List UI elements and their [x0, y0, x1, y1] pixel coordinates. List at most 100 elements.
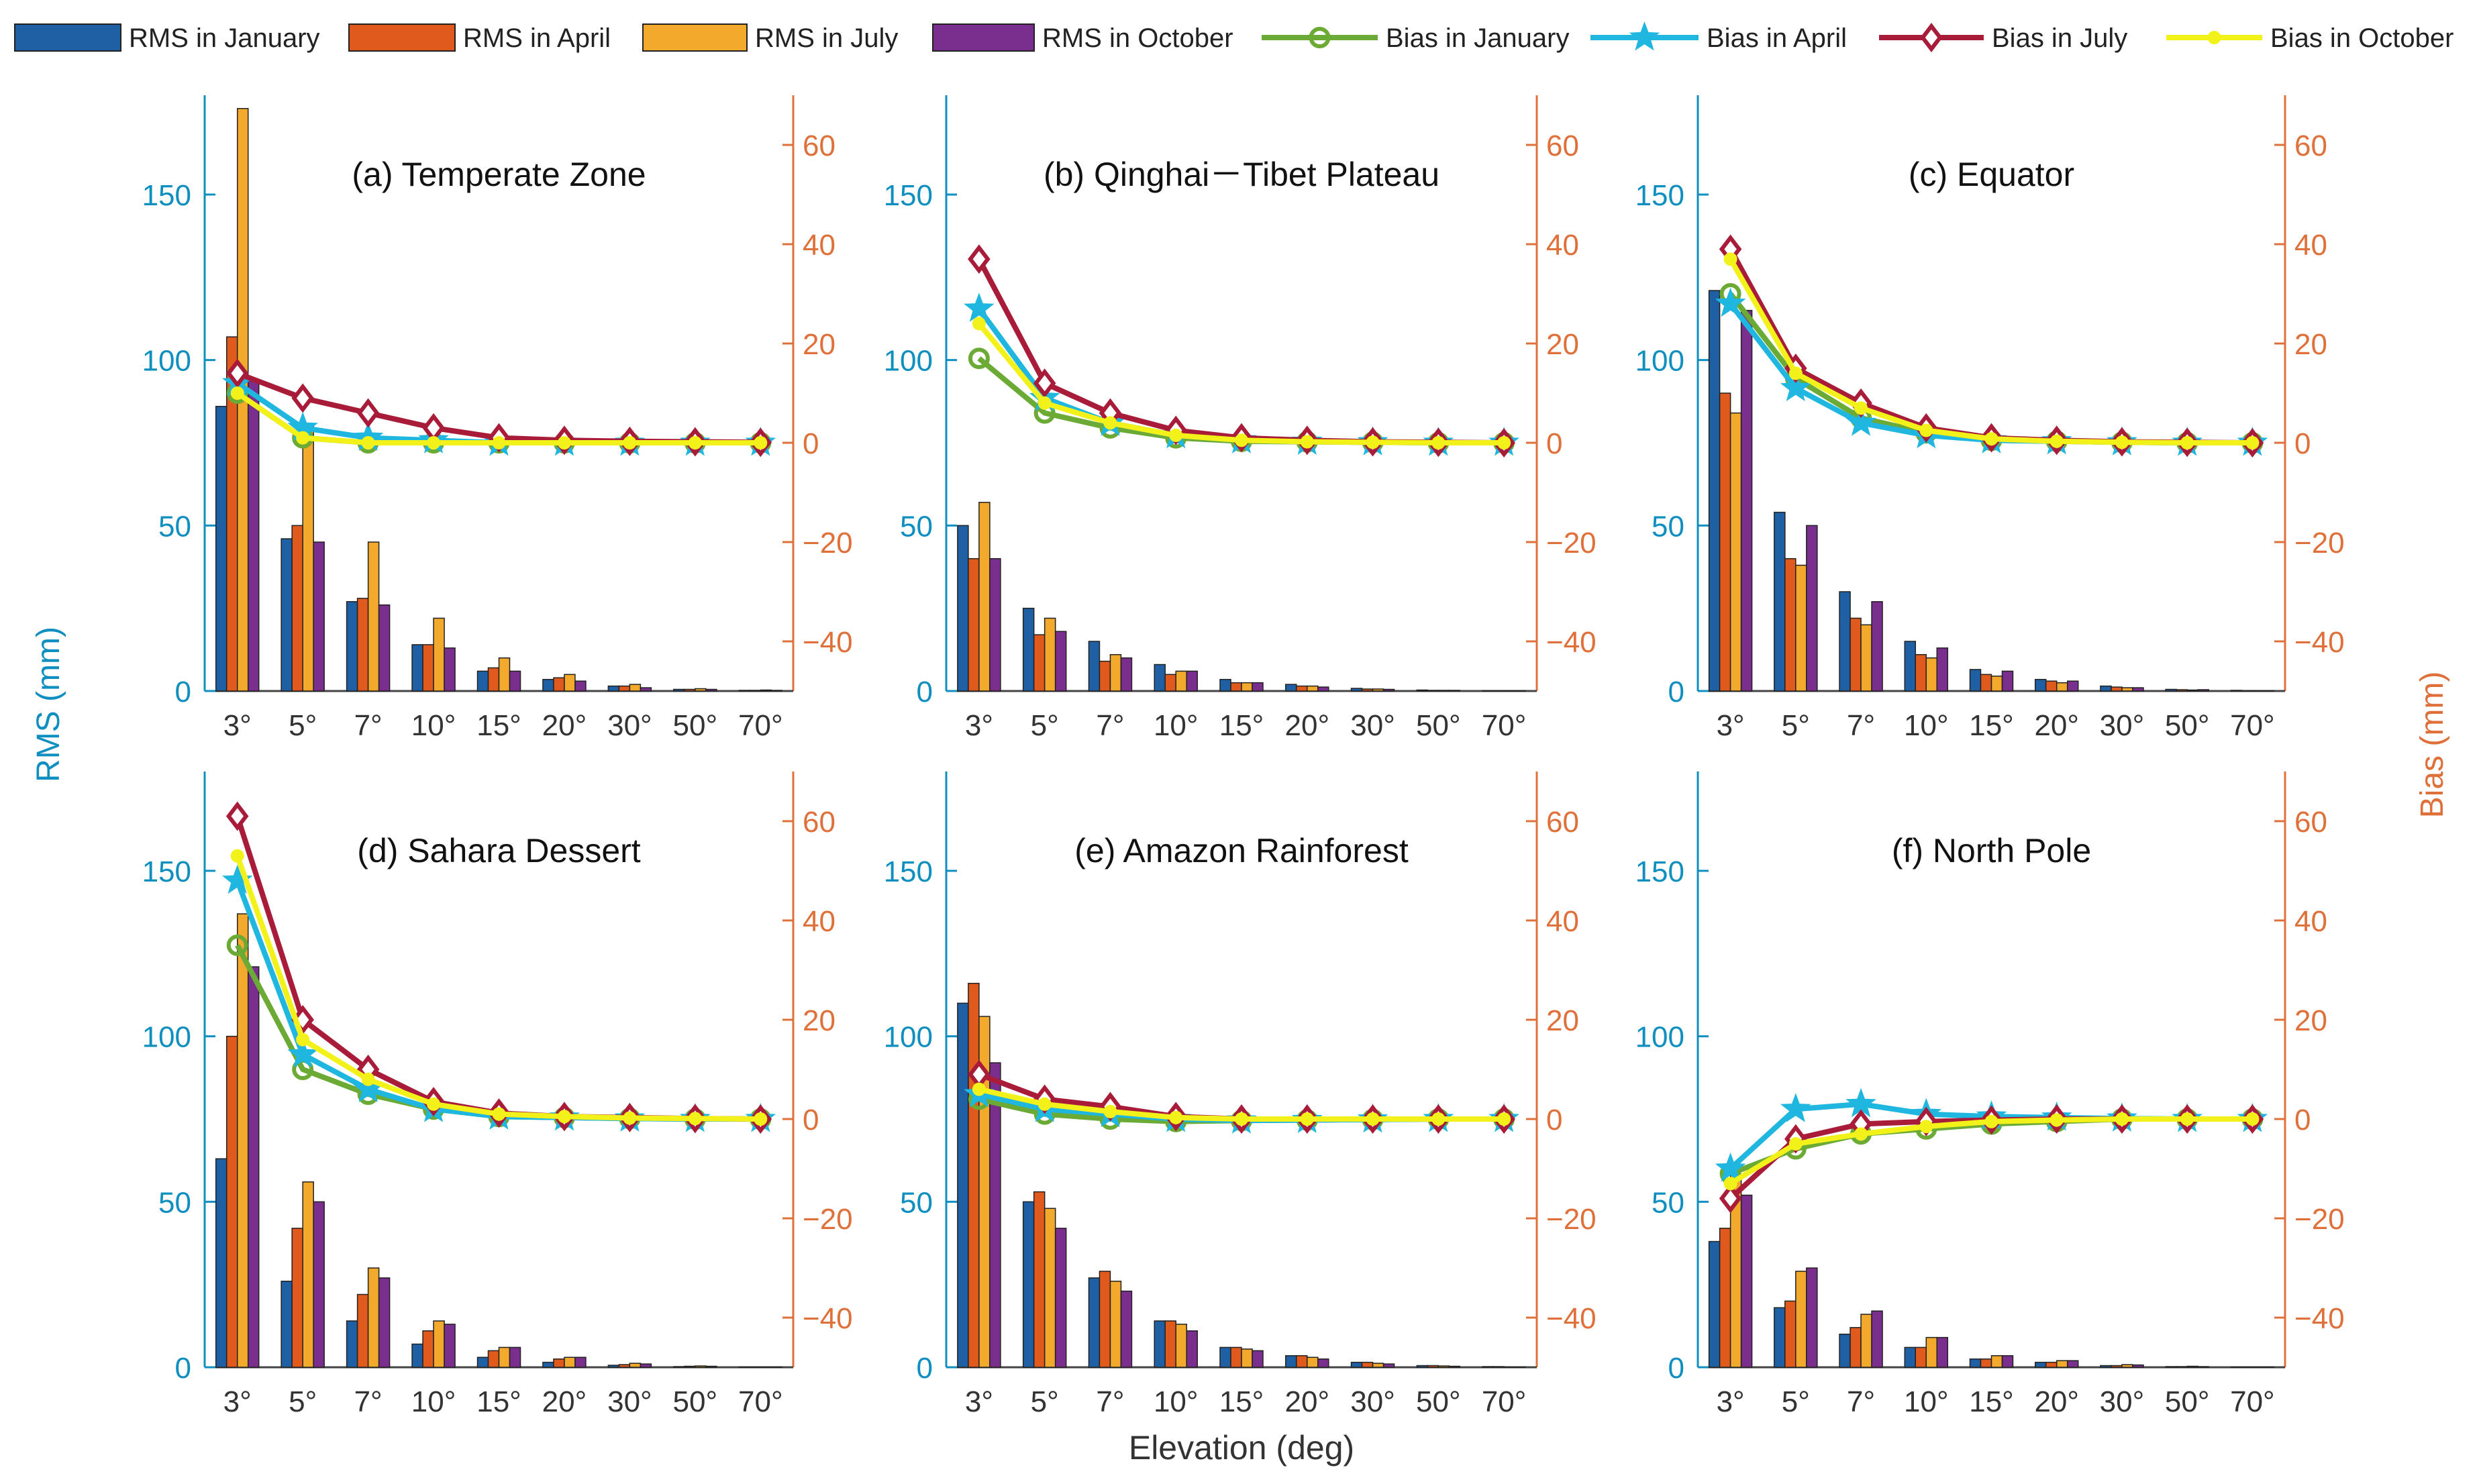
point-bias-in-october	[427, 436, 441, 449]
point-bias-in-october	[1169, 1110, 1183, 1124]
bar-rms-in-april	[684, 688, 696, 692]
x-axis-label: Elevation (deg)	[1129, 1429, 1354, 1467]
bar-rms-in-april	[749, 690, 762, 692]
legend-label: RMS in October	[1042, 23, 1233, 53]
bar-rms-in-july	[2056, 1360, 2068, 1368]
point-bias-in-october	[623, 1111, 637, 1125]
x-tick-label: 15°	[1219, 709, 1264, 742]
bar-rms-in-july	[564, 674, 576, 692]
x-tick-label: 10°	[1904, 709, 1949, 742]
bar-rms-in-april	[968, 982, 980, 1368]
bar-rms-in-january	[1285, 684, 1297, 692]
bar-rms-in-october	[1054, 631, 1067, 692]
legend-marker	[2207, 31, 2221, 44]
x-tick-label: 30°	[607, 709, 652, 742]
x-tick-label: 3°	[1717, 709, 1745, 742]
bar-rms-in-july	[564, 1357, 576, 1368]
left-tick-label: 150	[142, 855, 191, 888]
bar-rms-in-july	[302, 1181, 314, 1368]
legend-label: Bias in January	[1386, 23, 1569, 53]
bar-rms-in-october	[705, 688, 717, 692]
bar-rms-in-july	[1860, 1314, 1872, 1368]
bar-rms-in-october	[1806, 1267, 1818, 1368]
bar-rms-in-april	[553, 677, 565, 692]
point-bias-in-october	[1497, 1112, 1511, 1126]
bar-rms-in-july	[1044, 617, 1056, 692]
x-tick-label: 5°	[1031, 1385, 1059, 1418]
point-bias-in-october	[1984, 1114, 1998, 1128]
bar-rms-in-january	[2034, 678, 2047, 692]
line-bias-in-april	[234, 880, 761, 1122]
x-tick-label: 5°	[289, 1385, 317, 1418]
bar-rms-in-july	[1109, 653, 1122, 692]
point-bias-in-april	[287, 1038, 318, 1068]
bar-rms-in-july	[498, 1346, 511, 1368]
bar-rms-in-october	[1252, 682, 1264, 692]
point-bias-in-october	[972, 1082, 986, 1096]
x-tick-label: 15°	[476, 709, 521, 742]
left-tick-label: 0	[917, 1352, 933, 1385]
bar-rms-in-july	[367, 541, 380, 692]
x-tick-label: 30°	[2100, 1385, 2145, 1418]
bar-rms-in-january	[1350, 688, 1363, 692]
point-bias-in-october	[1723, 252, 1737, 266]
x-tick-label: 30°	[1350, 709, 1395, 742]
point-bias-in-october	[2245, 436, 2260, 449]
panel-3: 0 50 100 150 −40 −20 0 20 40 60 3° 5° 7° 10° 15° 20° 30°…	[1635, 95, 2345, 742]
bar-rms-in-july	[1990, 1355, 2003, 1368]
left-tick-label: 0	[175, 1352, 191, 1385]
right-tick-label: −20	[2294, 527, 2345, 560]
point-bias-in-april	[221, 864, 253, 894]
bar-rms-in-january	[1022, 1201, 1035, 1368]
bar-rms-in-october	[2001, 670, 2014, 692]
bar-rms-in-july	[1175, 670, 1187, 692]
point-bias-in-october	[1919, 1120, 1933, 1134]
left-tick-label: 100	[142, 345, 191, 378]
right-tick-label: 40	[1546, 229, 1579, 262]
point-bias-in-october	[1854, 401, 1868, 415]
bar-rms-in-october	[444, 1324, 456, 1368]
point-bias-in-july	[1719, 1183, 1742, 1214]
panel-1: 0 50 100 150 −40 −20 0 20 40 60 3° 5° 7° 10° 15° 20° 30°…	[142, 95, 853, 742]
point-bias-in-october	[1497, 436, 1511, 449]
right-tick-label: 60	[1546, 806, 1579, 839]
right-tick-label: 0	[2294, 1104, 2311, 1136]
bar-rms-in-october	[1382, 1363, 1395, 1368]
bar-rms-in-july	[1372, 1363, 1384, 1368]
legend-swatch	[642, 23, 748, 52]
right-tick-label: 20	[803, 1004, 836, 1037]
point-bias-in-october	[230, 386, 244, 400]
bar-rms-in-april	[356, 598, 369, 692]
left-tick-label: 50	[1652, 510, 1684, 543]
right-tick-label: −20	[1546, 1203, 1597, 1236]
bar-rms-in-january	[346, 1320, 358, 1368]
bar-rms-in-april	[618, 1364, 631, 1368]
point-bias-in-april	[1780, 1093, 1811, 1122]
bar-rms-in-january	[607, 685, 620, 692]
bar-rms-in-july	[1729, 412, 1742, 692]
bar-rms-in-april	[291, 1228, 303, 1368]
bar-rms-in-april	[1230, 1346, 1242, 1368]
bar-rms-in-october	[313, 541, 325, 692]
legend-label: RMS in July	[755, 23, 898, 53]
bar-rms-in-october	[247, 379, 260, 692]
bar-rms-in-october	[989, 1062, 1001, 1368]
bar-rms-in-july	[498, 657, 511, 692]
bar-rms-in-january	[1839, 591, 1851, 692]
x-tick-label: 10°	[1154, 1385, 1199, 1418]
point-bias-in-october	[1235, 1112, 1248, 1126]
bar-rms-in-january	[673, 688, 685, 692]
x-tick-label: 10°	[411, 1385, 456, 1418]
point-bias-in-october	[1103, 1104, 1117, 1118]
bar-rms-in-october	[509, 670, 521, 692]
legend-marker	[1309, 27, 1331, 48]
bar-rms-in-april	[1099, 1271, 1111, 1368]
left-tick-label: 100	[1635, 1021, 1684, 1054]
x-tick-label: 7°	[354, 709, 383, 742]
point-bias-in-april	[352, 1073, 384, 1102]
x-tick-label: 50°	[673, 709, 718, 742]
x-tick-label: 15°	[476, 1385, 521, 1418]
bar-rms-in-january	[1088, 641, 1101, 692]
bar-rms-in-october	[1120, 1290, 1133, 1368]
